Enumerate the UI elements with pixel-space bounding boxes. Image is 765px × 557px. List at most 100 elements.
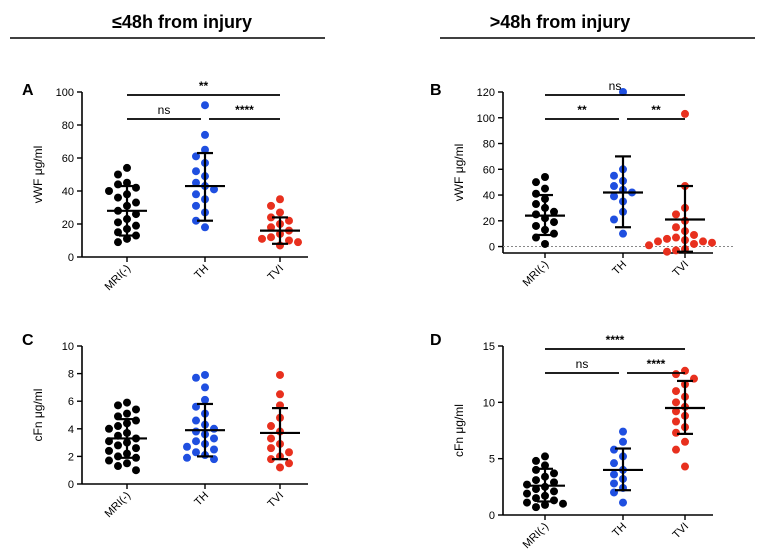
panel-letter-C: C	[22, 332, 34, 349]
data-point-MRI(-)	[114, 452, 122, 461]
data-point-MRI(-)	[132, 466, 140, 475]
x-category-label: MRI(-)	[103, 490, 134, 521]
data-point-TH	[610, 171, 618, 180]
data-point-TH	[619, 427, 627, 436]
x-category-label: TH	[610, 259, 629, 278]
data-point-TVI	[267, 455, 275, 464]
data-point-MRI(-)	[105, 446, 113, 455]
data-point-TH	[192, 190, 200, 199]
significance-label: ns	[158, 103, 171, 117]
right-column-heading: >48h from injury	[490, 12, 631, 32]
x-category-label: TVI	[266, 263, 287, 284]
data-point-MRI(-)	[132, 405, 140, 414]
data-point-TH	[192, 416, 200, 425]
data-point-TVI	[681, 462, 689, 471]
data-point-MRI(-)	[114, 238, 122, 247]
y-axis-label: cFn μg/ml	[31, 389, 45, 442]
data-point-TVI	[267, 213, 275, 222]
x-category-label: TH	[610, 521, 629, 540]
data-point-MRI(-)	[132, 444, 140, 453]
data-point-MRI(-)	[550, 478, 558, 487]
data-point-MRI(-)	[550, 229, 558, 238]
data-point-TVI	[672, 417, 680, 426]
panel-C: C 0 2 4 6 8 10 cFn μg/ml MRI(-) TH TVI	[22, 332, 308, 520]
panel-A: A 0 20 40 60 80 100 vWF μg/ml MRI(-) TH TVI ** ns ***…	[22, 79, 308, 293]
data-point-MRI(-)	[550, 207, 558, 216]
data-point-MRI(-)	[132, 210, 140, 219]
data-point-TH	[183, 442, 191, 451]
data-point-TVI	[267, 223, 275, 232]
data-point-TVI	[654, 237, 662, 246]
y-tick-label: 5	[489, 454, 495, 466]
data-point-TH	[619, 437, 627, 446]
panel-letter-B: B	[430, 82, 442, 99]
y-tick-label: 15	[483, 341, 495, 353]
data-point-MRI(-)	[105, 187, 113, 195]
y-tick-label: 60	[483, 164, 495, 176]
data-point-MRI(-)	[132, 183, 140, 192]
significance-label: ****	[235, 103, 254, 117]
data-point-MRI(-)	[114, 218, 122, 227]
data-point-MRI(-)	[523, 498, 531, 507]
data-point-TVI	[267, 233, 275, 242]
y-tick-label: 80	[62, 120, 74, 132]
data-point-TH	[192, 437, 200, 446]
data-point-TVI	[645, 241, 653, 250]
data-point-MRI(-)	[541, 452, 549, 461]
data-point-TVI	[672, 398, 680, 407]
data-point-MRI(-)	[541, 184, 549, 193]
data-point-MRI(-)	[123, 398, 131, 407]
significance-label: **	[577, 103, 587, 117]
data-point-MRI(-)	[523, 489, 531, 498]
data-point-TH	[610, 182, 618, 191]
y-tick-label: 80	[483, 139, 495, 151]
x-category-label: TH	[192, 490, 211, 509]
data-point-TH	[192, 201, 200, 210]
data-point-MRI(-)	[114, 170, 122, 179]
data-point-TH	[610, 470, 618, 479]
data-point-TH	[619, 88, 627, 96]
data-point-MRI(-)	[132, 231, 140, 240]
data-point-MRI(-)	[532, 210, 540, 219]
y-tick-label: 4	[68, 424, 74, 436]
data-point-TVI	[672, 407, 680, 416]
data-point-MRI(-)	[114, 193, 122, 202]
data-point-MRI(-)	[114, 401, 122, 410]
data-point-MRI(-)	[132, 453, 140, 462]
data-point-TH	[201, 370, 209, 379]
y-axis-label: cFn μg/ml	[452, 404, 466, 457]
data-point-TH	[619, 498, 627, 507]
y-tick-label: 20	[483, 216, 495, 228]
data-point-TH	[192, 427, 200, 436]
y-tick-label: 100	[56, 87, 74, 99]
data-point-TH	[210, 445, 218, 454]
data-point-TVI	[267, 434, 275, 443]
data-point-MRI(-)	[114, 441, 122, 450]
data-point-TVI	[672, 445, 680, 454]
data-point-TH	[610, 445, 618, 454]
data-point-MRI(-)	[123, 178, 131, 187]
significance-label: ns	[576, 357, 589, 371]
data-point-MRI(-)	[105, 456, 113, 465]
data-point-TVI	[690, 230, 698, 239]
data-point-TVI	[267, 444, 275, 453]
data-point-MRI(-)	[123, 409, 131, 418]
data-point-TVI	[663, 234, 671, 243]
data-point-TVI	[672, 370, 680, 379]
data-point-TVI	[672, 246, 680, 255]
data-point-MRI(-)	[550, 487, 558, 496]
significance-label: ****	[647, 357, 666, 371]
y-tick-label: 100	[477, 113, 495, 125]
data-point-TH	[201, 223, 209, 232]
x-category-label: MRI(-)	[521, 259, 552, 290]
data-point-MRI(-)	[541, 173, 549, 182]
significance-label: **	[651, 103, 661, 117]
data-point-MRI(-)	[532, 494, 540, 503]
y-tick-label: 8	[68, 369, 74, 381]
data-point-TVI	[267, 201, 275, 210]
data-point-TH	[192, 448, 200, 457]
y-tick-label: 40	[483, 190, 495, 202]
panel-letter-D: D	[430, 332, 442, 349]
